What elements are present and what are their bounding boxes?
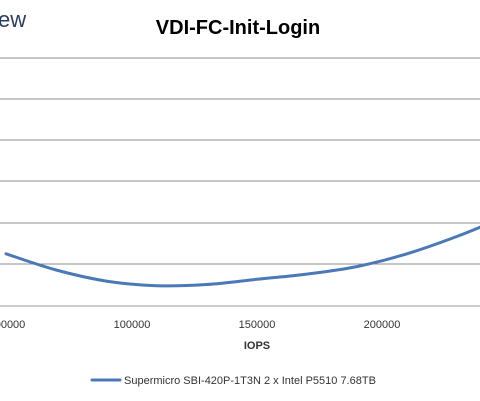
legend: Supermicro SBI-420P-1T3N 2 x Intel P5510… [90, 375, 376, 387]
x-tick-label: 150000 [239, 319, 276, 331]
x-axis-ticks: 00000 100000 150000 200000 [0, 319, 400, 331]
gridlines [0, 57, 480, 307]
x-tick-label: 200000 [364, 319, 401, 331]
series-group [4, 225, 480, 288]
series-line [4, 225, 480, 288]
x-tick-label: 00000 [0, 319, 25, 331]
x-axis-label: IOPS [244, 340, 270, 352]
legend-entry: Supermicro SBI-420P-1T3N 2 x Intel P5510… [124, 375, 376, 387]
x-tick-label: 100000 [114, 319, 151, 331]
logo-text: ew [0, 7, 26, 32]
chart-title: VDI-FC-Init-Login [156, 17, 320, 39]
